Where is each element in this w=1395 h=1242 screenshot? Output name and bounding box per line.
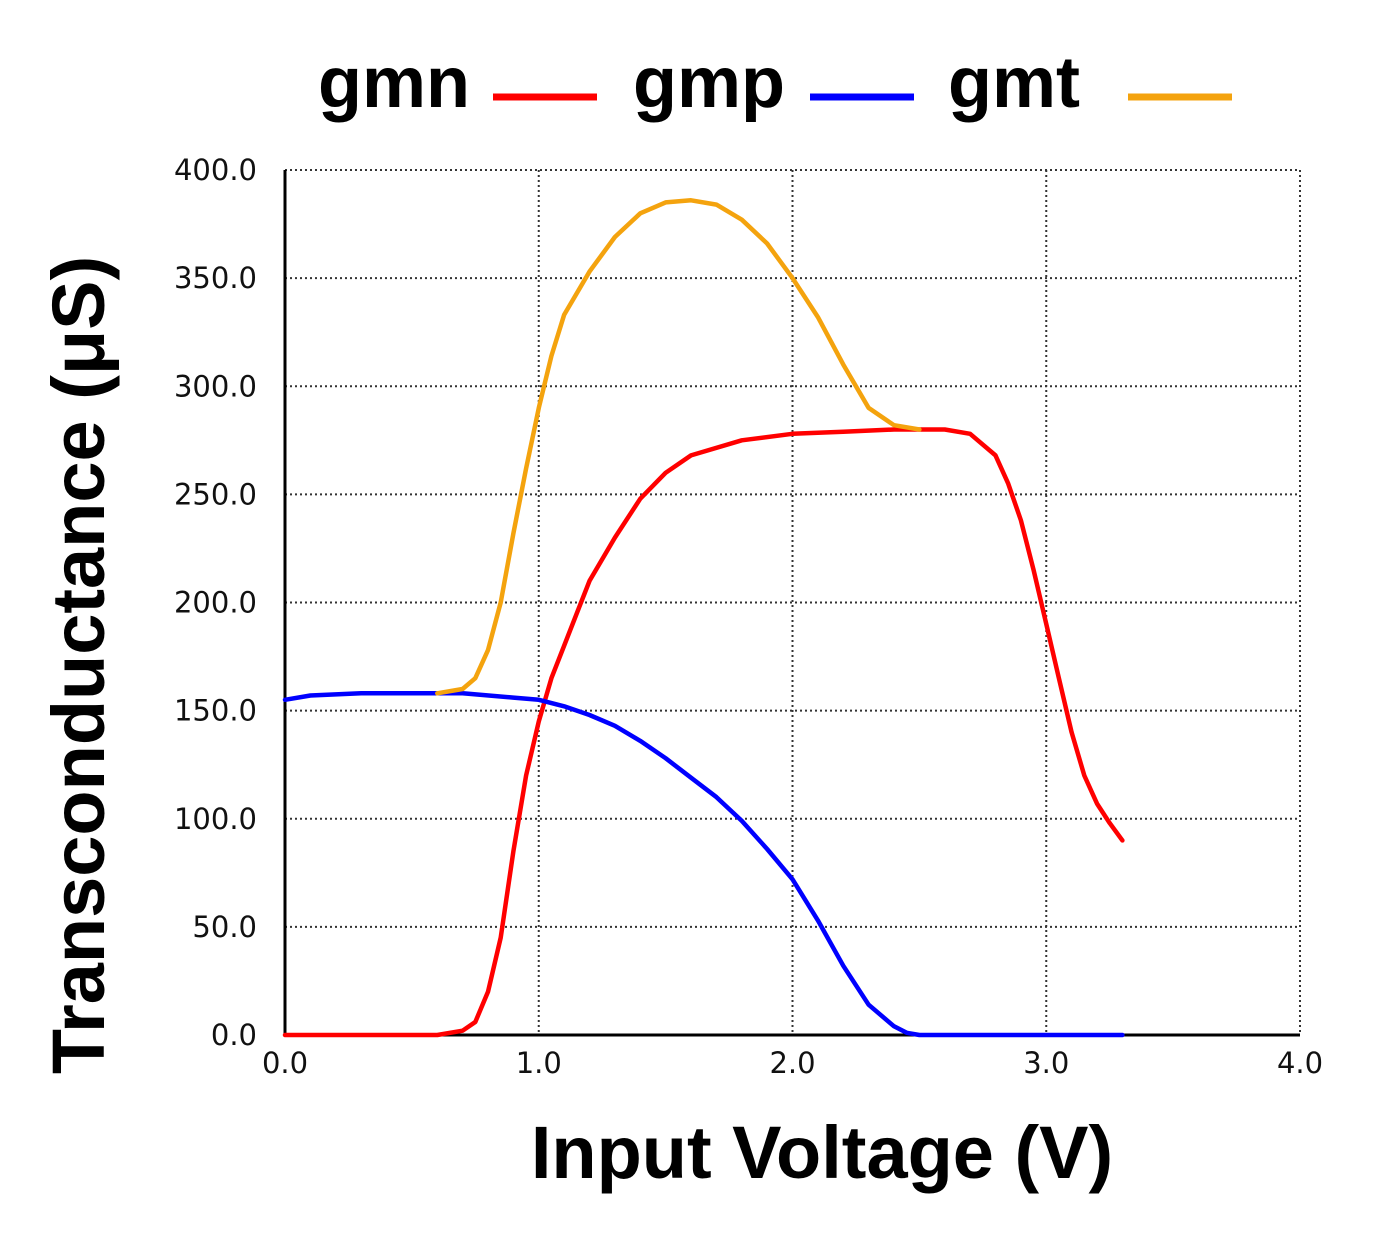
y-tick-label: 400.0 <box>174 153 257 187</box>
x-tick-label: 2.0 <box>769 1046 815 1080</box>
legend-label-gmn: gmn <box>318 43 470 123</box>
tick-labels: 0.0 50.0 100.0 150.0 200.0 250.0 300.0 350.0 400… <box>174 153 1323 1080</box>
x-tick-label: 0.0 <box>262 1046 308 1080</box>
y-tick-label: 300.0 <box>174 369 257 403</box>
grid <box>285 169 1301 1035</box>
series-line-gmn <box>282 427 1125 1038</box>
axes <box>283 170 1300 1037</box>
series <box>282 198 1125 1038</box>
series-line-gmt <box>435 198 922 696</box>
x-tick-label: 3.0 <box>1023 1046 1069 1080</box>
x-axis-title: Input Voltage (V) <box>531 1111 1113 1194</box>
y-tick-label: 250.0 <box>174 477 257 511</box>
y-axis-title: Transconductance (μS) <box>37 256 120 1074</box>
y-tick-label: 50.0 <box>192 910 257 944</box>
y-tick-label: 0.0 <box>211 1018 257 1052</box>
y-tick-label: 200.0 <box>174 586 257 620</box>
x-tick-label: 4.0 <box>1277 1046 1323 1080</box>
legend: gmn gmp gmt <box>318 43 1232 123</box>
series-line-gmp <box>282 691 1125 1038</box>
y-tick-label: 100.0 <box>174 802 257 836</box>
y-tick-label: 350.0 <box>174 261 257 295</box>
legend-label-gmt: gmt <box>948 43 1080 123</box>
x-tick-label: 1.0 <box>516 1046 562 1080</box>
y-tick-label: 150.0 <box>174 694 257 728</box>
legend-label-gmp: gmp <box>633 43 785 123</box>
